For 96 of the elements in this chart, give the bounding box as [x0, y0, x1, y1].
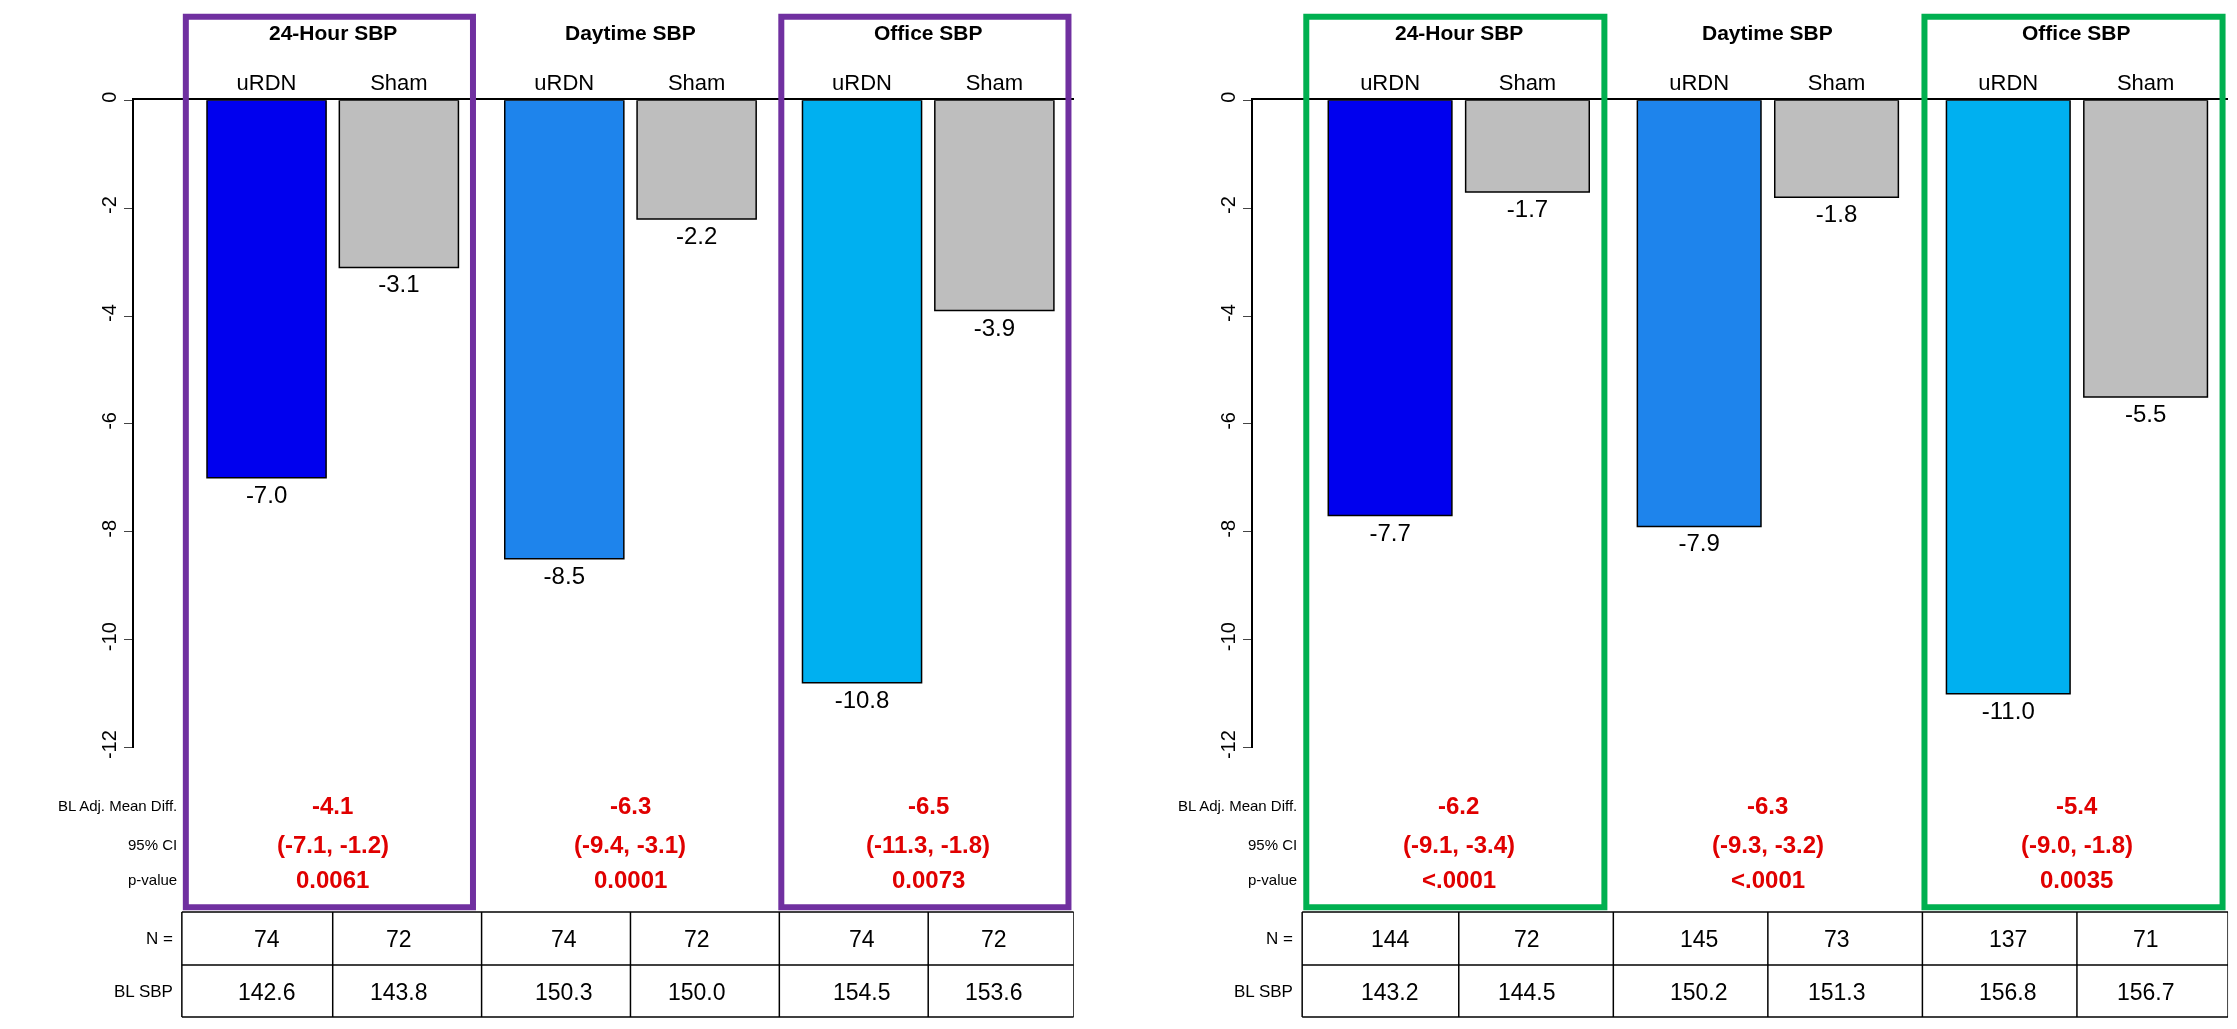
text: p-value [1248, 871, 1298, 888]
text: 151.3 [1808, 979, 1866, 1005]
text: Office SBP [2022, 21, 2131, 44]
text: 154.5 [833, 979, 891, 1005]
text: 0.0035 [2040, 866, 2114, 893]
text: 72 [386, 926, 412, 952]
text: 0.0061 [296, 866, 370, 893]
text: 156.7 [2117, 979, 2175, 1005]
x-tick-label: Sham [1498, 69, 1557, 95]
text: 150.2 [1670, 979, 1728, 1005]
x-tick-label: uRDN [1360, 69, 1421, 95]
text: (-9.3, -3.2) [1712, 831, 1825, 858]
y-tick-label: -4 [98, 304, 121, 322]
data-label: -2.2 [675, 221, 718, 249]
text: p-value [128, 871, 178, 888]
text: 71 [2133, 926, 2159, 952]
data-label: -7.7 [1369, 518, 1411, 546]
x-tick-label: Sham [965, 69, 1024, 95]
data-label: -7.9 [1678, 529, 1720, 557]
text: (-9.0, -1.8) [2021, 831, 2134, 858]
text: 0.0073 [892, 866, 966, 893]
text: Daytime SBP [565, 21, 696, 44]
text: <.0001 [1731, 866, 1806, 893]
text: N = [146, 929, 173, 948]
y-tick-label: -6 [98, 412, 121, 430]
text: 73 [1824, 926, 1850, 952]
text: 95% CI [1248, 836, 1298, 853]
y-tick-label: -8 [98, 519, 121, 538]
text: -6.2 [1438, 792, 1480, 819]
y-tick-label: -6 [1216, 412, 1239, 430]
text: <.0001 [1422, 866, 1497, 893]
text: Office SBP [874, 21, 983, 44]
text: (-9.4, -3.1) [574, 831, 687, 858]
data-label: -11.0 [1981, 696, 2035, 724]
text: -5.4 [2056, 792, 2099, 819]
text: 156.8 [1979, 979, 2037, 1005]
text: 145 [1680, 926, 1719, 952]
text: 142.6 [238, 979, 296, 1005]
x-tick-label: Sham [370, 69, 428, 95]
y-tick-label: -12 [1216, 730, 1239, 760]
text: N = [1266, 929, 1293, 948]
text: 143.8 [370, 979, 428, 1005]
text: 95% CI [128, 836, 178, 853]
text: 150.3 [535, 979, 593, 1005]
y-tick-label: -12 [98, 730, 121, 760]
text: 74 [254, 926, 280, 952]
text: 137 [1989, 926, 2028, 952]
text: 0.0001 [594, 866, 668, 893]
text: BL Adj. Mean Diff. [1178, 797, 1298, 814]
data-label: -1.8 [1815, 200, 1858, 228]
text: 74 [551, 926, 577, 952]
data-label: -5.5 [2124, 399, 2167, 427]
text: BL Adj. Mean Diff. [58, 797, 178, 814]
text: BL SBP [114, 982, 173, 1001]
text: 72 [1514, 926, 1540, 952]
y-tick-label: -2 [98, 196, 121, 215]
text: 72 [981, 926, 1007, 952]
x-tick-label: uRDN [236, 69, 297, 95]
text: 144 [1371, 926, 1410, 952]
text: 24-Hour SBP [1395, 21, 1524, 44]
y-tick-label: -4 [1216, 304, 1239, 322]
text: -6.3 [1747, 792, 1789, 819]
data-label: -3.1 [378, 270, 420, 298]
text: 74 [849, 926, 875, 952]
x-tick-label: Sham [2116, 69, 2175, 95]
text: -6.5 [908, 792, 950, 819]
text: (-11.3, -1.8) [866, 831, 991, 858]
data-label: -8.5 [543, 561, 585, 589]
text: (-9.1, -3.4) [1403, 831, 1516, 858]
y-tick-label: -10 [98, 622, 121, 652]
text: Daytime SBP [1702, 21, 1833, 44]
text: 143.2 [1361, 979, 1419, 1005]
text: BL SBP [1234, 982, 1293, 1001]
y-tick-label: -10 [1216, 622, 1239, 652]
text: 153.6 [965, 979, 1023, 1005]
data-label: -3.9 [973, 313, 1016, 341]
x-tick-label: Sham [1807, 69, 1866, 95]
data-label: -10.8 [834, 685, 890, 713]
text: -6.3 [610, 792, 652, 819]
y-tick-label: 0 [98, 91, 121, 103]
text: 144.5 [1498, 979, 1556, 1005]
x-tick-label: uRDN [832, 69, 892, 95]
text: 72 [684, 926, 710, 952]
text: (-7.1, -1.2) [277, 831, 390, 858]
y-tick-label: -8 [1216, 519, 1239, 538]
y-tick-label: -2 [1216, 196, 1239, 215]
text: -4.1 [312, 792, 354, 819]
x-tick-label: uRDN [1978, 69, 2039, 95]
data-label: -7.0 [245, 480, 288, 508]
x-tick-label: uRDN [534, 69, 595, 95]
data-label: -1.7 [1506, 194, 1549, 222]
text: 24-Hour SBP [269, 21, 398, 44]
y-tick-label: 0 [1216, 91, 1239, 103]
x-tick-label: uRDN [1669, 69, 1730, 95]
text: 150.0 [668, 979, 726, 1005]
x-tick-label: Sham [667, 69, 726, 95]
